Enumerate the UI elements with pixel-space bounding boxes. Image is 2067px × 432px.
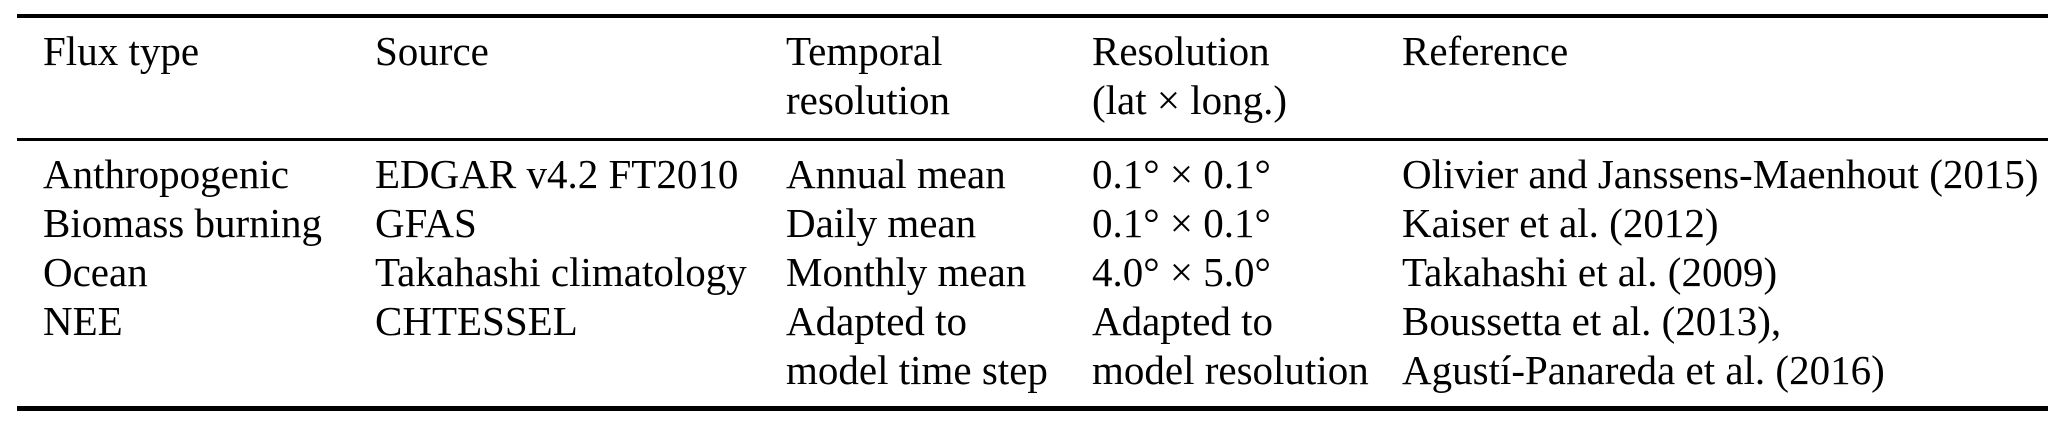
table-top-rule: [17, 14, 2048, 18]
cell-source: GFAS: [375, 200, 477, 246]
cell-source: CHTESSEL: [375, 298, 578, 344]
cell-reference: Kaiser et al. (2012): [1402, 200, 1719, 246]
column-header-resolution-lat-long: Resolution (lat × long.): [1092, 28, 1288, 123]
cell-resolution: Adapted to model resolution: [1092, 298, 1369, 393]
cell-flux-type: Anthropogenic: [43, 151, 289, 197]
cell-temporal-resolution: Adapted to model time step: [786, 298, 1048, 393]
cell-resolution: 0.1° × 0.1°: [1092, 200, 1271, 246]
column-header-reference: Reference: [1402, 28, 1569, 74]
table-bottom-rule: [17, 406, 2048, 411]
cell-flux-type: NEE: [43, 298, 123, 344]
cell-reference: Takahashi et al. (2009): [1402, 249, 1778, 295]
cell-temporal-resolution: Monthly mean: [786, 249, 1027, 295]
column-header-flux-type: Flux type: [43, 28, 200, 74]
column-header-temporal-resolution: Temporal resolution: [786, 28, 950, 123]
column-header-source: Source: [375, 28, 489, 74]
cell-temporal-resolution: Annual mean: [786, 151, 1006, 197]
cell-resolution: 0.1° × 0.1°: [1092, 151, 1271, 197]
cell-temporal-resolution: Daily mean: [786, 200, 977, 246]
table-header-row: Flux type Source Temporal resolution Res…: [17, 18, 2048, 138]
table-body: Anthropogenic EDGAR v4.2 FT2010 Annual m…: [17, 141, 2048, 406]
cell-reference: Boussetta et al. (2013), Agustí-Panareda…: [1402, 298, 1885, 393]
table-mid-rule: [17, 138, 2048, 141]
cell-source: Takahashi climatology: [375, 249, 747, 295]
flux-table: Flux type Source Temporal resolution Res…: [17, 14, 2048, 411]
cell-flux-type: Biomass burning: [43, 200, 323, 246]
cell-reference: Olivier and Janssens-Maenhout (2015): [1402, 151, 2039, 197]
cell-source: EDGAR v4.2 FT2010: [375, 151, 739, 197]
cell-flux-type: Ocean: [43, 249, 148, 295]
cell-resolution: 4.0° × 5.0°: [1092, 249, 1271, 295]
